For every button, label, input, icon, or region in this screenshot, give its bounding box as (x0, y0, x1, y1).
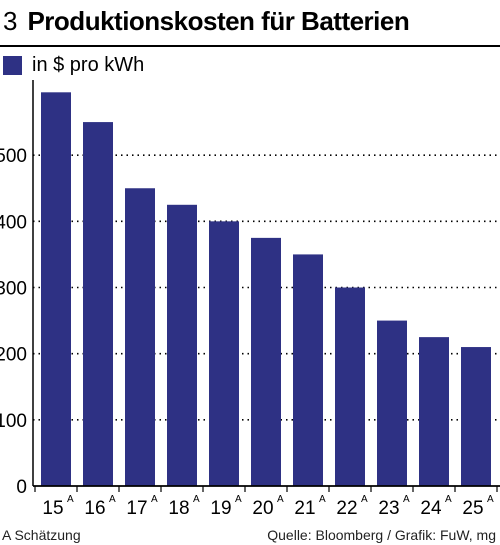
bar (335, 287, 365, 486)
chart-header: 3 Produktionskosten für Batterien (3, 6, 410, 38)
x-tick-superscript: A (361, 494, 368, 505)
y-tick-label: 100 (0, 411, 27, 432)
y-tick-label: 500 (0, 146, 27, 167)
x-tick-label: 18 (168, 498, 189, 519)
x-tick-label: 16 (84, 498, 105, 519)
y-tick-label: 300 (0, 279, 27, 300)
bar (41, 92, 71, 486)
bar (83, 122, 113, 487)
bar (293, 254, 323, 486)
legend: in $ pro kWh (3, 54, 144, 77)
footnote: A Schätzung (2, 527, 81, 543)
x-tick-superscript: A (487, 494, 494, 505)
x-tick-label: 24 (420, 498, 442, 519)
x-tick-label: 15 (42, 498, 63, 519)
bar-chart: 0 100 200 300 400 500 15 A 16 A 17 A 18 A 19 A 20 A 21 A 22 A… (0, 80, 500, 519)
bar (419, 337, 449, 486)
x-tick-superscript: A (445, 494, 452, 505)
figure-number: 3 (3, 6, 18, 36)
legend-swatch (3, 56, 22, 75)
bar (251, 237, 281, 486)
source-credit: Quelle: Bloomberg / Grafik: FuW, mg (267, 527, 496, 543)
x-tick-superscript: A (235, 494, 242, 505)
bar (461, 347, 491, 486)
x-tick-label: 23 (378, 498, 399, 519)
x-tick-label: 25 (462, 498, 483, 519)
x-tick-superscript: A (151, 494, 158, 505)
x-tick-superscript: A (403, 494, 410, 505)
x-tick-superscript: A (109, 494, 116, 505)
x-tick-label: 19 (210, 498, 231, 519)
chart-title: Produktionskosten für Batterien (27, 6, 410, 36)
x-tick-superscript: A (193, 494, 200, 505)
x-tick-label: 17 (126, 498, 147, 519)
y-tick-label: 0 (16, 477, 27, 498)
bar (377, 320, 407, 486)
x-tick-superscript: A (277, 494, 284, 505)
header-rule (0, 45, 500, 47)
x-tick-label: 22 (336, 498, 357, 519)
x-tick-label: 21 (294, 498, 315, 519)
x-tick-label: 20 (252, 498, 273, 519)
x-tick-superscript: A (67, 494, 74, 505)
y-tick-label: 200 (0, 345, 27, 366)
y-tick-label: 400 (0, 212, 27, 233)
bar (209, 221, 239, 487)
bar (125, 188, 155, 486)
bar (167, 204, 197, 486)
x-tick-superscript: A (319, 494, 326, 505)
legend-label: in $ pro kWh (32, 54, 145, 76)
